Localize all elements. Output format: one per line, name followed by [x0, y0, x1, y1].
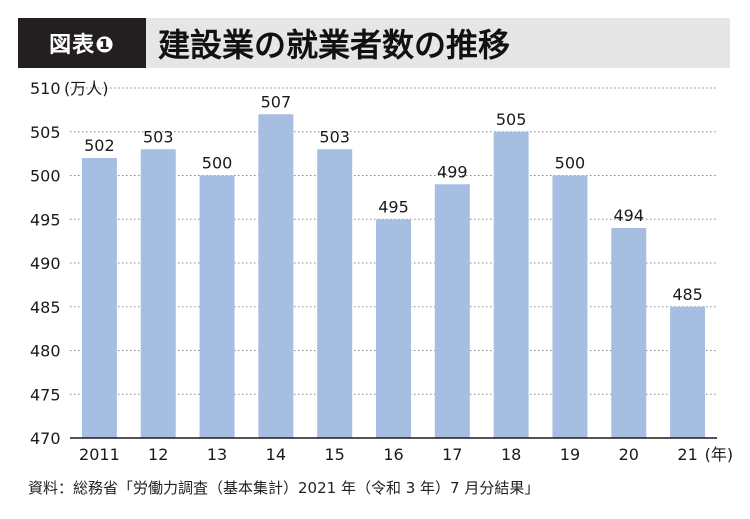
data-label: 500: [202, 154, 233, 173]
data-label: 495: [378, 197, 409, 216]
bar: [199, 175, 235, 438]
bar: [317, 149, 353, 438]
data-label: 502: [84, 136, 115, 155]
data-label: 499: [437, 162, 468, 181]
bar: [434, 184, 470, 438]
source-note: 資料：総務省「労働力調査（基本集計）2021 年（令和 3 年）7 月分結果」: [28, 479, 540, 497]
chart-title: 建設業の就業者数の推移: [158, 26, 511, 64]
title-bar: 図表❶ 建設業の就業者数の推移: [18, 18, 730, 68]
x-tick-label: 21: [677, 445, 697, 464]
bar: [552, 175, 588, 438]
x-tick-label: 15: [325, 445, 345, 464]
y-tick-label: 505: [30, 123, 61, 142]
y-tick-label: 510: [30, 79, 61, 98]
y-tick-label: 475: [30, 385, 61, 404]
data-label: 485: [672, 285, 703, 304]
x-tick-label: 12: [148, 445, 168, 464]
x-tick-label: 2011: [79, 445, 120, 464]
x-tick-label: 20: [619, 445, 639, 464]
bar: [258, 114, 294, 438]
data-label: 503: [143, 127, 174, 146]
y-tick-label: 490: [30, 254, 61, 273]
y-tick-label: 500: [30, 167, 61, 186]
x-tick-label: 13: [207, 445, 227, 464]
bar: [140, 149, 176, 438]
data-label: 505: [496, 110, 527, 129]
bar: [81, 158, 117, 438]
x-tick-label: 18: [501, 445, 521, 464]
data-label: 500: [555, 154, 586, 173]
x-tick-label: 17: [442, 445, 462, 464]
bar: [611, 228, 647, 438]
data-label: 503: [319, 127, 350, 146]
x-tick-label: 16: [383, 445, 403, 464]
figure-badge: 図表❶: [18, 18, 146, 68]
x-axis-unit: (年): [705, 445, 734, 464]
data-label: 494: [613, 206, 644, 225]
bar: [670, 306, 706, 438]
y-tick-label: 485: [30, 298, 61, 317]
y-tick-label: 480: [30, 342, 61, 361]
y-tick-label: 495: [30, 210, 61, 229]
x-tick-label: 14: [266, 445, 286, 464]
bar: [376, 219, 411, 438]
bar: [493, 131, 529, 438]
y-axis-unit: (万人): [64, 79, 109, 98]
y-tick-label: 470: [30, 429, 61, 448]
x-tick-label: 19: [560, 445, 580, 464]
data-label: 507: [261, 92, 292, 111]
